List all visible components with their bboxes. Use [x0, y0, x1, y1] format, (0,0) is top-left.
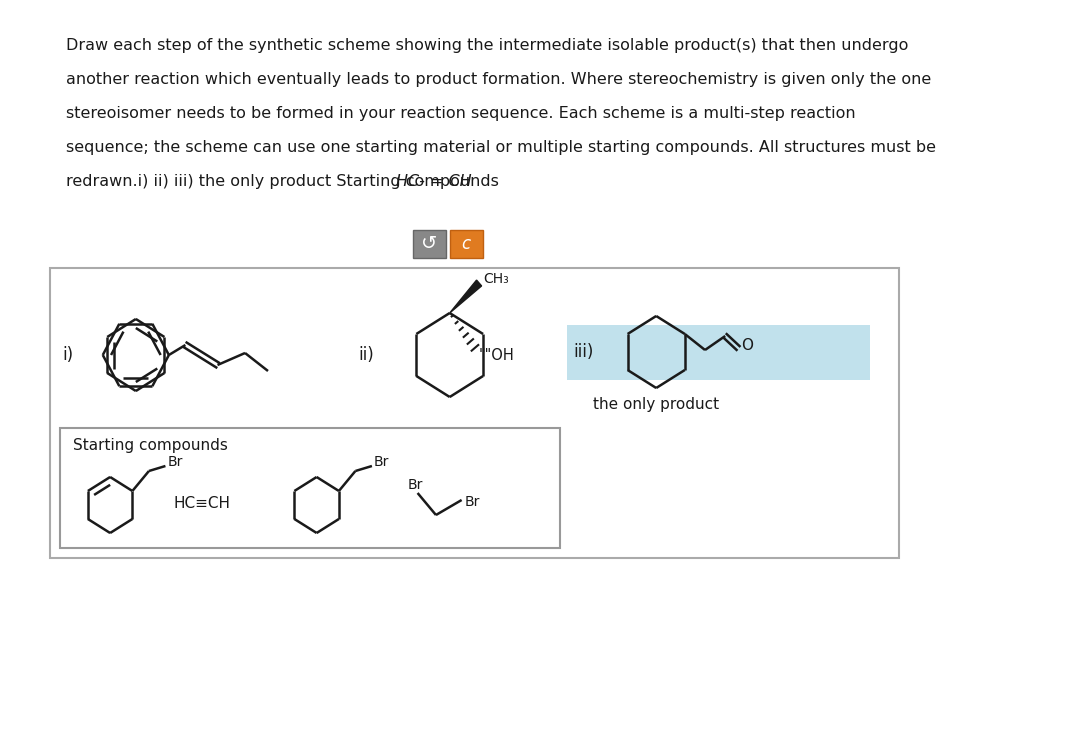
Text: Br: Br — [408, 478, 423, 492]
Text: another reaction which eventually leads to product formation. Where stereochemis: another reaction which eventually leads … — [66, 72, 931, 87]
Polygon shape — [449, 280, 482, 313]
Bar — [59, 428, 559, 548]
Text: sequence; the scheme can use one starting material or multiple starting compound: sequence; the scheme can use one startin… — [66, 140, 936, 155]
Text: Br: Br — [464, 495, 480, 509]
Bar — [413, 230, 446, 258]
Text: HC≡CH: HC≡CH — [174, 496, 230, 510]
Text: Draw each step of the synthetic scheme showing the intermediate isolable product: Draw each step of the synthetic scheme s… — [66, 38, 908, 53]
Text: ii): ii) — [357, 346, 374, 364]
Bar — [567, 325, 870, 380]
Text: stereoisomer needs to be formed in your reaction sequence. Each scheme is a mult: stereoisomer needs to be formed in your … — [66, 106, 855, 121]
Bar — [449, 230, 483, 258]
Text: c: c — [461, 235, 471, 253]
Text: O: O — [741, 339, 753, 353]
Text: Br: Br — [374, 455, 389, 469]
Bar — [51, 268, 900, 558]
Text: ↺: ↺ — [421, 235, 437, 254]
Text: ""OH: ""OH — [480, 347, 515, 363]
Text: Br: Br — [167, 455, 183, 469]
Text: HC‐ = CH: HC‐ = CH — [396, 174, 472, 189]
Text: the only product: the only product — [593, 397, 719, 413]
Text: Starting compounds: Starting compounds — [73, 438, 228, 453]
Text: iii): iii) — [573, 343, 594, 361]
Text: redrawn.i) ii) iii) the only product Starting compounds: redrawn.i) ii) iii) the only product Sta… — [66, 174, 504, 189]
Text: CH₃: CH₃ — [483, 272, 509, 286]
Text: i): i) — [63, 346, 73, 364]
